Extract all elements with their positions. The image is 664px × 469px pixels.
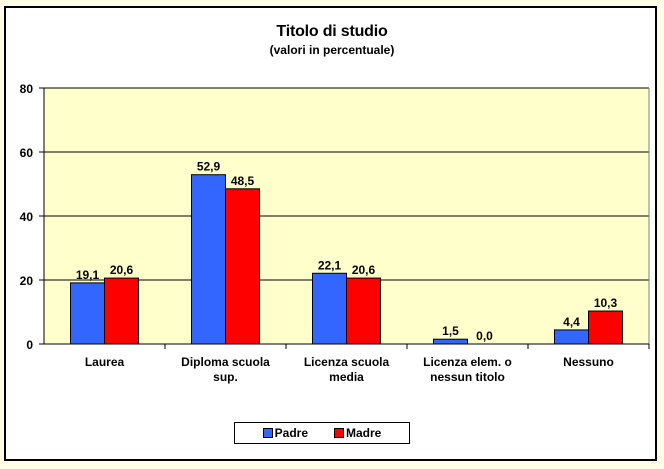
bar-madre	[104, 277, 139, 345]
y-tick-label: 20	[20, 274, 34, 288]
data-label: 20,6	[352, 263, 376, 277]
bar-padre	[191, 174, 226, 345]
x-category-label: Nessuno	[563, 355, 614, 369]
legend-label-madre: Madre	[346, 426, 382, 440]
x-category-label: nessun titolo	[430, 370, 505, 384]
x-category-label: Laurea	[85, 355, 125, 369]
bar-padre	[70, 282, 105, 345]
legend-swatch-padre	[262, 428, 273, 438]
bars	[70, 174, 623, 345]
y-tick-label: 0	[26, 338, 33, 352]
data-label: 10,3	[594, 296, 618, 310]
x-category-label: Licenza elem. o	[423, 355, 512, 369]
bar-padre	[312, 272, 347, 345]
data-label: 0,0	[476, 329, 493, 343]
x-category-label: sup.	[213, 370, 238, 384]
legend-item-madre: Madre	[334, 426, 381, 440]
x-category-label: media	[329, 370, 364, 384]
data-label: 19,1	[76, 268, 100, 282]
data-label: 22,1	[318, 258, 342, 272]
data-label: 48,5	[231, 174, 255, 188]
bar-madre	[225, 188, 260, 345]
chart-title: Titolo di studio	[276, 23, 388, 40]
bar-padre	[554, 329, 589, 345]
bar-madre	[346, 277, 381, 345]
legend-swatch-madre	[334, 428, 344, 438]
y-tick-label: 60	[20, 146, 34, 160]
y-tick-label: 80	[20, 82, 34, 96]
bar-padre	[433, 338, 468, 345]
x-category-label: Licenza scuola	[304, 355, 390, 369]
chart-subtitle: (valori in percentuale)	[269, 43, 395, 57]
bar-madre	[588, 310, 623, 345]
data-label: 52,9	[197, 160, 221, 174]
legend-item-padre: Padre	[262, 426, 308, 440]
data-labels: 19,1 20,6 52,9 48,5 22,1 20,6 1,5 0,0 4,4 10,3	[76, 160, 618, 343]
data-label: 20,6	[110, 263, 134, 277]
x-category-label: Diploma scuola	[181, 355, 270, 369]
legend-label-padre: Padre	[274, 426, 308, 440]
data-label: 4,4	[563, 315, 580, 329]
axes	[39, 87, 650, 349]
y-tick-label: 40	[20, 210, 34, 224]
y-tick-labels: 0 20 40 60 80	[20, 82, 34, 352]
legend: Padre Madre	[234, 422, 410, 444]
data-label: 1,5	[442, 324, 459, 338]
